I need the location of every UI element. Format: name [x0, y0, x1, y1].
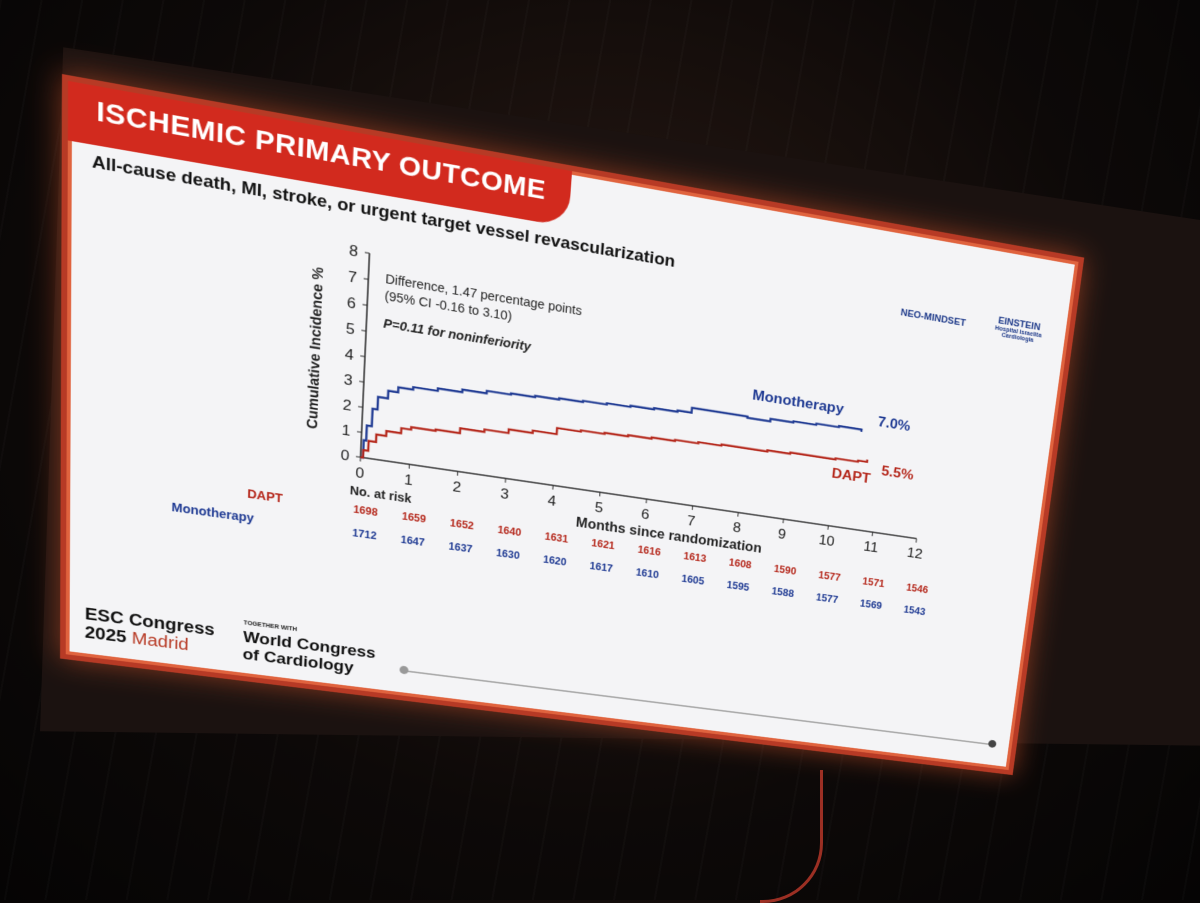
y-tick-label: 4: [345, 345, 355, 364]
y-tick: [365, 252, 370, 253]
series-end-label-dapt: 5.5%: [881, 462, 915, 483]
y-tick: [358, 407, 363, 408]
risk-cell: 1590: [773, 563, 797, 577]
chart-labels: Difference, 1.47 percentage points(95% C…: [383, 272, 582, 362]
x-tick-label: 4: [547, 492, 557, 510]
y-tick: [356, 457, 361, 458]
risk-cell: 1610: [635, 566, 659, 580]
y-tick: [361, 330, 366, 331]
risk-cell: 1577: [815, 592, 838, 606]
y-tick-label: 7: [348, 267, 358, 286]
risk-cell: 1595: [726, 579, 750, 593]
y-tick-label: 3: [343, 370, 353, 389]
x-tick-label: 5: [594, 498, 604, 516]
risk-cell: 1608: [728, 557, 752, 571]
series-name-monotherapy: Monotherapy: [752, 386, 845, 417]
risk-cell: 1569: [859, 598, 882, 612]
x-tick-label: 6: [641, 505, 651, 522]
risk-cell: 1543: [903, 604, 926, 618]
risk-cell: 1631: [544, 531, 568, 546]
risk-cell: 1630: [496, 547, 521, 562]
risk-cell: 1620: [543, 554, 567, 569]
chart-series: Monotherapy 7.0% DAPT 5.5%: [361, 324, 922, 537]
y-tick-label: 6: [347, 293, 357, 312]
km-chart: 0123456780123456789101112Cumulative Inci…: [66, 81, 1079, 770]
y-tick-label: 2: [342, 396, 352, 414]
x-tick-label: 0: [355, 464, 364, 482]
series-name-dapt: DAPT: [831, 464, 872, 486]
risk-cell: 1605: [681, 573, 705, 587]
y-axis-title: Cumulative Incidence %: [304, 266, 327, 430]
y-tick: [359, 381, 364, 382]
series-line-monotherapy: [361, 352, 862, 529]
risk-cell: 1577: [818, 569, 842, 583]
risk-row-name-dapt: DAPT: [247, 488, 283, 507]
risk-cell: 1640: [497, 524, 522, 539]
x-tick-label: 12: [906, 544, 923, 562]
risk-cell: 1616: [637, 544, 661, 559]
y-tick: [357, 432, 362, 433]
y-tick: [360, 356, 365, 357]
risk-cell: 1546: [906, 582, 929, 596]
x-tick-label: 1: [404, 471, 413, 489]
risk-cell: 1588: [771, 585, 795, 599]
risk-cell: 1621: [591, 537, 615, 552]
risk-table-header: No. at risk: [350, 484, 412, 506]
risk-cell: 1617: [589, 560, 613, 574]
risk-cell: 1712: [352, 527, 377, 542]
y-tick: [364, 279, 369, 280]
presentation-slide: ISCHEMIC PRIMARY OUTCOME All-cause death…: [60, 74, 1084, 775]
x-tick-label: 2: [452, 478, 461, 496]
risk-cell: 1571: [862, 576, 885, 590]
y-tick: [363, 305, 368, 306]
y-tick-label: 5: [346, 319, 356, 338]
x-tick-label: 10: [818, 531, 835, 549]
series-end-label-monotherapy: 7.0%: [877, 413, 911, 434]
risk-cell: 1637: [448, 540, 473, 555]
x-tick-label: 9: [777, 525, 787, 542]
y-tick-label: 0: [340, 446, 349, 464]
x-tick-label: 11: [863, 538, 879, 556]
y-tick-label: 1: [341, 421, 350, 439]
risk-cell: 1659: [402, 510, 427, 525]
risk-cell: 1613: [683, 550, 707, 564]
x-tick-label: 3: [500, 485, 509, 503]
x-tick-label: 7: [687, 512, 697, 529]
risk-cell: 1647: [400, 534, 425, 549]
risk-cell: 1652: [450, 517, 475, 532]
x-tick-label: 8: [732, 519, 742, 536]
y-tick-label: 8: [349, 241, 359, 260]
risk-row-name-monotherapy: Monotherapy: [171, 501, 254, 526]
risk-cell: 1698: [353, 503, 378, 518]
risk-table: No. at riskDAPT1698165916521640163116211…: [171, 459, 931, 619]
